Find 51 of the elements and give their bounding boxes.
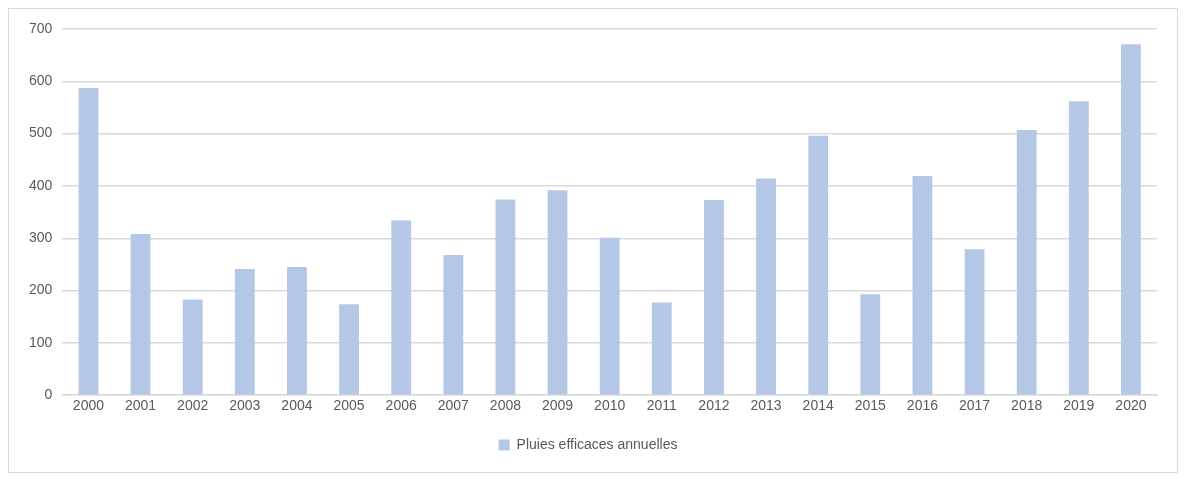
x-tick-label: 2015 — [854, 397, 887, 414]
x-tick-label: 2000 — [72, 397, 105, 414]
y-tick-label: 100 — [29, 333, 53, 350]
bar — [339, 304, 359, 395]
y-tick-label: 600 — [29, 72, 53, 89]
y-tick-label: 500 — [29, 124, 53, 141]
bar — [964, 249, 985, 395]
x-tick-label: 2019 — [1063, 397, 1095, 414]
x-tick-label: 2016 — [906, 397, 939, 414]
bar — [182, 299, 203, 395]
y-tick-label: 0 — [44, 386, 53, 403]
y-tick-label: 400 — [29, 176, 53, 193]
bar — [547, 190, 568, 395]
x-tick-label: 2010 — [594, 397, 626, 414]
x-tick-label: 2004 — [281, 397, 313, 414]
x-tick-label: 2001 — [124, 397, 157, 414]
x-tick-label: 2005 — [333, 397, 365, 414]
x-tick-label: 2002 — [177, 397, 209, 414]
bar — [78, 88, 99, 395]
bar — [860, 294, 881, 395]
bar — [1121, 44, 1141, 395]
x-tick-label: 2011 — [646, 397, 678, 414]
bar — [391, 220, 412, 395]
bar — [287, 267, 307, 395]
x-tick-label: 2017 — [958, 397, 991, 414]
bar — [808, 135, 829, 395]
bar — [1016, 129, 1037, 395]
bar — [756, 178, 776, 395]
bar — [130, 234, 151, 395]
x-tick-label: 2009 — [541, 397, 574, 414]
bar — [443, 255, 464, 395]
bar — [704, 200, 724, 395]
x-tick-label: 2007 — [437, 397, 470, 414]
x-tick-label: 2014 — [802, 397, 834, 414]
x-tick-label: 2018 — [1011, 397, 1043, 414]
x-tick-label: 2008 — [489, 397, 522, 414]
legend-label: Pluies efficaces annuelles — [516, 435, 678, 452]
y-tick-label: 300 — [29, 229, 53, 246]
x-tick-label: 2012 — [698, 397, 730, 414]
bar — [234, 269, 255, 395]
x-tick-label: 2020 — [1115, 397, 1147, 414]
bar — [912, 176, 933, 395]
y-tick-label: 700 — [29, 19, 53, 36]
x-tick-label: 2006 — [385, 397, 417, 414]
x-tick-label: 2013 — [750, 397, 782, 414]
y-tick-label: 200 — [29, 281, 53, 298]
bar — [1068, 101, 1089, 395]
bar — [651, 302, 672, 395]
x-tick-label: 2003 — [229, 397, 261, 414]
bar — [599, 237, 620, 395]
bar — [495, 199, 516, 395]
